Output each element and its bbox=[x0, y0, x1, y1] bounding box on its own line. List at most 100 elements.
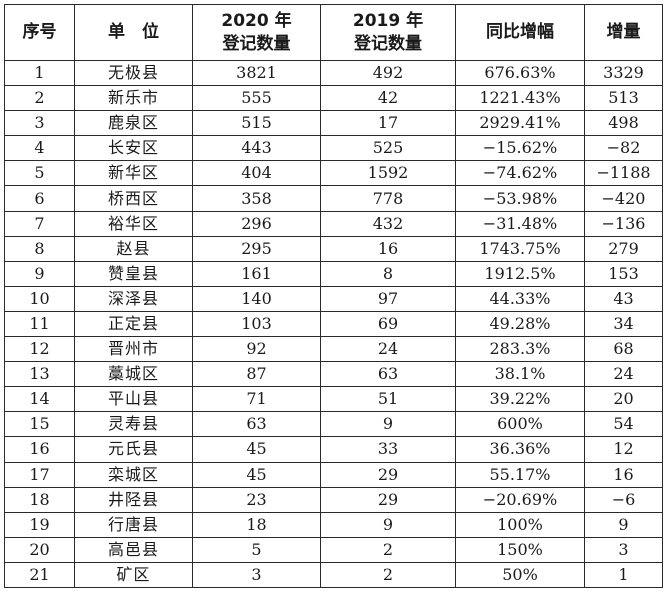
cell-index: 14 bbox=[4, 386, 75, 413]
cell-2020-count: 515 bbox=[192, 110, 321, 137]
cell-2020-count: 404 bbox=[192, 160, 321, 187]
table-row: 10 深泽县 140 97 44.33% 43 bbox=[4, 285, 663, 312]
table-row: 5 新华区 404 1592 −74.62% −1188 bbox=[4, 160, 663, 187]
cell-unit: 正定县 bbox=[74, 310, 193, 338]
cell-unit: 高邑县 bbox=[74, 536, 193, 563]
cell-index: 9 bbox=[4, 260, 75, 287]
cell-2020-count: 45 bbox=[192, 461, 321, 488]
header-2020-count: 2020 年 登记数量 bbox=[192, 4, 321, 61]
cell-yoy: 38.1% bbox=[455, 361, 585, 388]
cell-unit: 鹿泉区 bbox=[74, 110, 193, 137]
table-row: 20 高邑县 5 2 150% 3 bbox=[4, 536, 663, 563]
cell-index: 6 bbox=[4, 185, 75, 212]
cell-delta: −82 bbox=[584, 135, 663, 162]
cell-2019-count: 432 bbox=[320, 210, 456, 237]
table-row: 19 行唐县 18 9 100% 9 bbox=[4, 511, 663, 538]
cell-delta: 16 bbox=[584, 461, 663, 488]
table-row: 8 赵县 295 16 1743.75% 279 bbox=[4, 235, 663, 262]
cell-unit: 裕华区 bbox=[74, 210, 193, 237]
cell-yoy: 1743.75% bbox=[455, 235, 585, 262]
cell-2019-count: 63 bbox=[320, 361, 456, 388]
cell-unit: 桥西区 bbox=[74, 185, 193, 212]
cell-yoy: 676.63% bbox=[455, 59, 585, 87]
cell-index: 10 bbox=[4, 285, 75, 312]
header-2019-line1: 2019 年 bbox=[352, 10, 424, 31]
cell-unit: 藁城区 bbox=[74, 361, 193, 388]
cell-2020-count: 92 bbox=[192, 336, 321, 363]
cell-yoy: 100% bbox=[455, 511, 585, 538]
cell-delta: 1 bbox=[584, 561, 663, 588]
cell-2019-count: 16 bbox=[320, 235, 456, 262]
cell-2019-count: 525 bbox=[320, 135, 456, 162]
table-row: 9 赞皇县 161 8 1912.5% 153 bbox=[4, 260, 663, 287]
cell-yoy: 49.28% bbox=[455, 310, 585, 338]
table-row: 12 晋州市 92 24 283.3% 68 bbox=[4, 336, 663, 363]
cell-2019-count: 778 bbox=[320, 185, 456, 212]
header-yoy: 同比增幅 bbox=[455, 4, 585, 61]
cell-unit: 赞皇县 bbox=[74, 260, 193, 287]
cell-index: 7 bbox=[4, 210, 75, 237]
cell-unit: 晋州市 bbox=[74, 336, 193, 363]
cell-delta: 498 bbox=[584, 110, 663, 137]
table-row: 16 元氏县 45 33 36.36% 12 bbox=[4, 436, 663, 463]
cell-unit: 平山县 bbox=[74, 386, 193, 413]
cell-delta: −420 bbox=[584, 185, 663, 212]
cell-delta: 9 bbox=[584, 511, 663, 538]
header-index: 序号 bbox=[4, 4, 75, 61]
header-unit: 单 位 bbox=[74, 4, 193, 61]
cell-2019-count: 8 bbox=[320, 260, 456, 287]
cell-2019-count: 29 bbox=[320, 486, 456, 513]
cell-2020-count: 3 bbox=[192, 561, 321, 588]
cell-delta: 513 bbox=[584, 85, 663, 112]
cell-yoy: 36.36% bbox=[455, 436, 585, 463]
cell-index: 18 bbox=[4, 486, 75, 513]
cell-delta: 3329 bbox=[584, 59, 663, 87]
cell-delta: 20 bbox=[584, 386, 663, 413]
cell-index: 5 bbox=[4, 160, 75, 187]
table-row: 11 正定县 103 69 49.28% 34 bbox=[4, 310, 663, 338]
cell-delta: 279 bbox=[584, 235, 663, 262]
cell-2019-count: 51 bbox=[320, 386, 456, 413]
table-row: 1 无极县 3821 492 676.63% 3329 bbox=[4, 59, 663, 87]
cell-2020-count: 45 bbox=[192, 436, 321, 463]
cell-unit: 无极县 bbox=[74, 59, 193, 87]
cell-unit: 长安区 bbox=[74, 135, 193, 162]
table-row: 15 灵寿县 63 9 600% 54 bbox=[4, 411, 663, 438]
cell-2020-count: 296 bbox=[192, 210, 321, 237]
cell-unit: 井陉县 bbox=[74, 486, 193, 513]
cell-2019-count: 97 bbox=[320, 285, 456, 312]
cell-2020-count: 295 bbox=[192, 235, 321, 262]
cell-yoy: −20.69% bbox=[455, 486, 585, 513]
cell-index: 13 bbox=[4, 361, 75, 388]
cell-yoy: −31.48% bbox=[455, 210, 585, 237]
table-body: 1 无极县 3821 492 676.63% 3329 2 新乐市 555 42 1221.43% 5… bbox=[4, 59, 663, 588]
cell-index: 21 bbox=[4, 561, 75, 588]
cell-yoy: 55.17% bbox=[455, 461, 585, 488]
table-row: 6 桥西区 358 778 −53.98% −420 bbox=[4, 185, 663, 212]
cell-unit: 灵寿县 bbox=[74, 411, 193, 438]
cell-unit: 矿区 bbox=[74, 561, 193, 588]
cell-2019-count: 24 bbox=[320, 336, 456, 363]
header-delta: 增量 bbox=[584, 4, 663, 61]
cell-2020-count: 103 bbox=[192, 310, 321, 338]
cell-2020-count: 443 bbox=[192, 135, 321, 162]
cell-yoy: −74.62% bbox=[455, 160, 585, 187]
table-row: 3 鹿泉区 515 17 2929.41% 498 bbox=[4, 110, 663, 137]
cell-yoy: 1221.43% bbox=[455, 85, 585, 112]
table-row: 4 长安区 443 525 −15.62% −82 bbox=[4, 135, 663, 162]
table-row: 14 平山县 71 51 39.22% 20 bbox=[4, 386, 663, 413]
cell-index: 19 bbox=[4, 511, 75, 538]
cell-unit: 元氏县 bbox=[74, 436, 193, 463]
cell-delta: 68 bbox=[584, 336, 663, 363]
cell-delta: −6 bbox=[584, 486, 663, 513]
table-row: 2 新乐市 555 42 1221.43% 513 bbox=[4, 85, 663, 112]
cell-2020-count: 87 bbox=[192, 361, 321, 388]
cell-2020-count: 23 bbox=[192, 486, 321, 513]
cell-unit: 行唐县 bbox=[74, 511, 193, 538]
cell-yoy: 283.3% bbox=[455, 336, 585, 363]
cell-index: 4 bbox=[4, 135, 75, 162]
header-row: 序号 单 位 2020 年 登记数量 2019 年 登记数量 同比增幅 增量 bbox=[4, 4, 663, 61]
cell-yoy: 44.33% bbox=[455, 285, 585, 312]
cell-2019-count: 492 bbox=[320, 59, 456, 87]
cell-delta: 24 bbox=[584, 361, 663, 388]
